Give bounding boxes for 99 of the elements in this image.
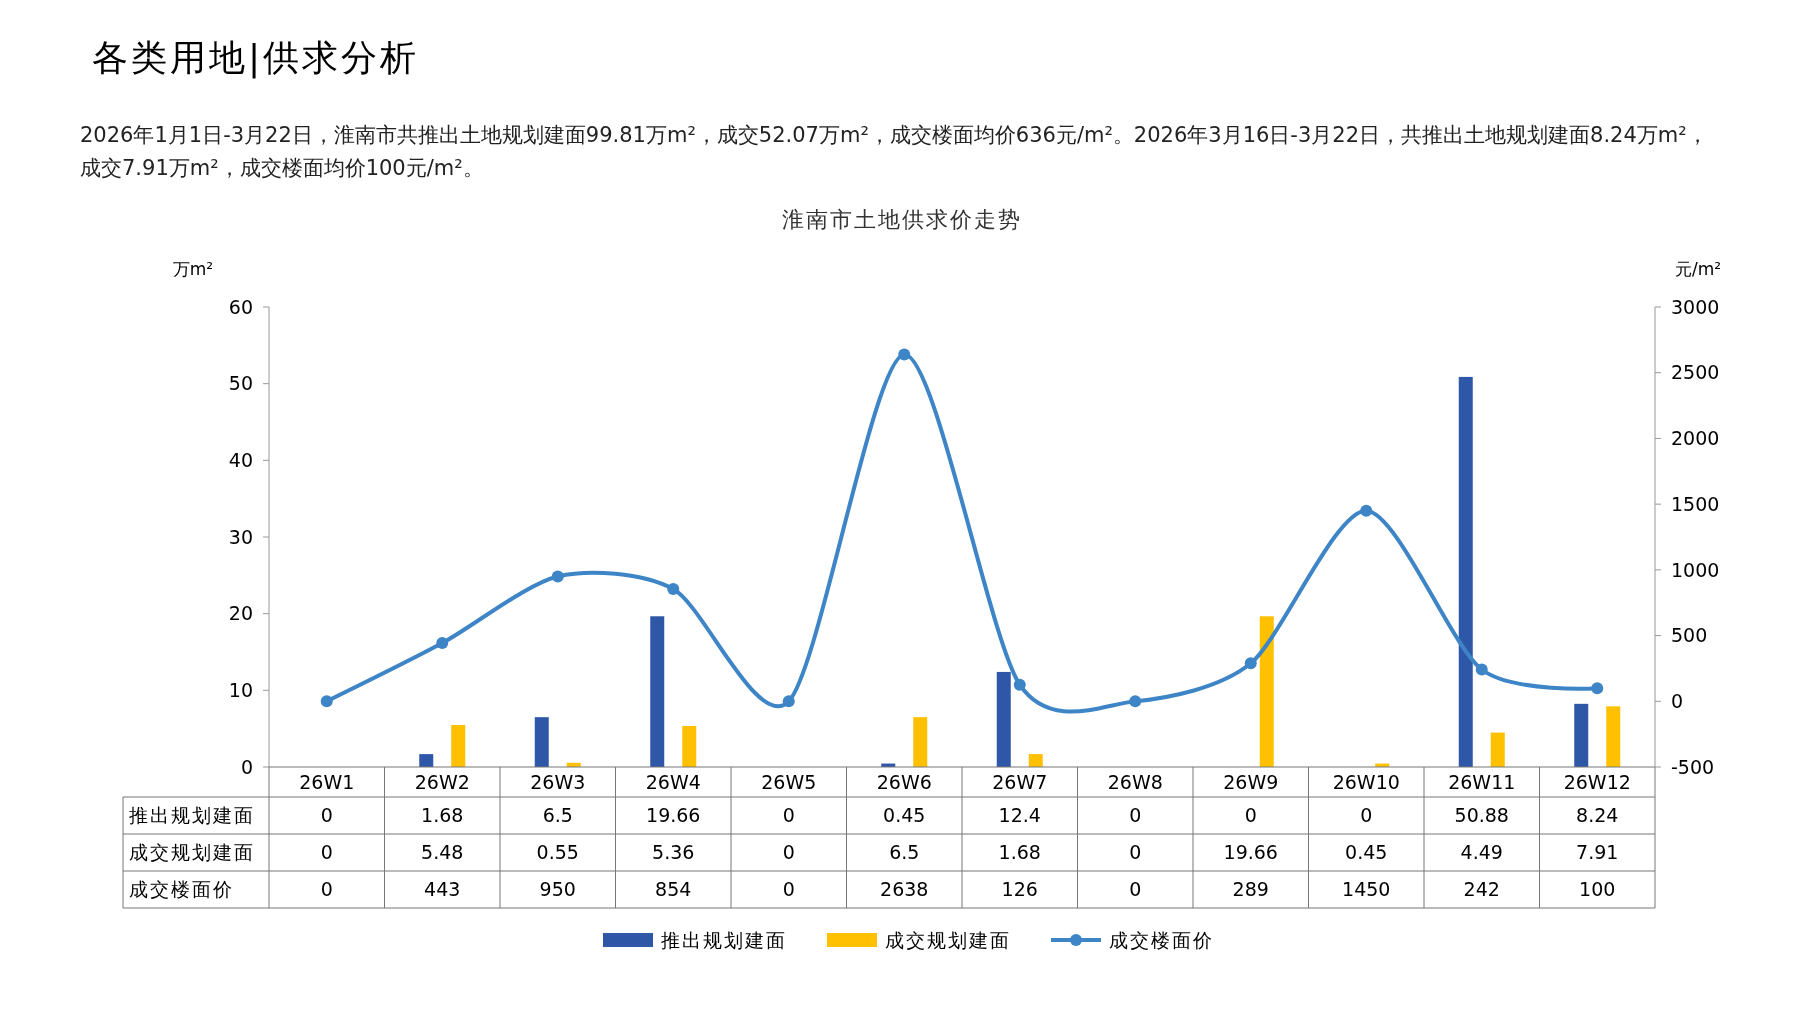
data-label: 0 bbox=[1129, 878, 1142, 901]
x-tick-label: 26W2 bbox=[414, 770, 470, 793]
x-tick-label: 26W9 bbox=[1223, 770, 1279, 793]
y-tick-label: 30 bbox=[228, 525, 253, 548]
data-label: 19.66 bbox=[646, 804, 701, 827]
y2-tick-label: -500 bbox=[1671, 755, 1715, 778]
y-tick-label: 10 bbox=[228, 678, 253, 701]
y-tick-label: 0 bbox=[240, 755, 253, 778]
data-label: 126 bbox=[1001, 878, 1038, 901]
bar bbox=[1606, 706, 1621, 767]
x-tick-label: 26W5 bbox=[761, 770, 817, 793]
bar bbox=[1490, 732, 1505, 767]
data-label: 19.66 bbox=[1223, 841, 1278, 864]
legend-label: 成交规划建面 bbox=[885, 928, 1011, 951]
y2-tick-label: 1000 bbox=[1671, 558, 1720, 581]
data-label: 242 bbox=[1463, 878, 1500, 901]
data-label: 6.5 bbox=[889, 841, 920, 864]
bar bbox=[1028, 754, 1043, 767]
y-tick-label: 50 bbox=[228, 372, 253, 395]
data-label: 5.48 bbox=[421, 841, 464, 864]
point bbox=[551, 570, 564, 583]
bar bbox=[1574, 703, 1589, 767]
point bbox=[320, 695, 333, 708]
x-tick-label: 26W7 bbox=[992, 770, 1048, 793]
data-label: 0 bbox=[320, 804, 333, 827]
bar bbox=[682, 725, 697, 767]
data-label: 0 bbox=[1360, 804, 1373, 827]
data-label: 0 bbox=[782, 841, 795, 864]
data-label: 12.4 bbox=[998, 804, 1041, 827]
data-label: 0 bbox=[320, 841, 333, 864]
data-label: 0 bbox=[782, 878, 795, 901]
bar bbox=[1458, 376, 1473, 767]
data-label: 6.5 bbox=[542, 804, 573, 827]
x-tick-label: 26W11 bbox=[1448, 770, 1516, 793]
bar bbox=[534, 717, 549, 767]
point bbox=[1591, 682, 1604, 695]
data-label: 2638 bbox=[880, 878, 929, 901]
point bbox=[1129, 695, 1142, 708]
text: 成交楼面价 bbox=[129, 878, 234, 901]
text: 成交规划建面 bbox=[129, 841, 255, 864]
y2-tick-label: 500 bbox=[1671, 624, 1708, 647]
data-label: 100 bbox=[1579, 878, 1616, 901]
point bbox=[898, 348, 911, 361]
y-tick-label: 20 bbox=[228, 602, 253, 625]
legend-label: 成交楼面价 bbox=[1109, 928, 1214, 951]
y-tick-label: 40 bbox=[228, 448, 253, 471]
data-label: 1.68 bbox=[421, 804, 464, 827]
data-label: 1450 bbox=[1342, 878, 1391, 901]
data-label: 0 bbox=[1244, 804, 1257, 827]
chart-subtitle: 2026年1月1日-3月22日，淮南市共推出土地规划建面99.81万m²，成交52.07万m²，成交楼面均价636元/m²。2026年3月16日-3月22日，共推出土地规划建面8.24万m²，成交7.91万m²，成交楼面均价100元/m²。 bbox=[80, 122, 1709, 182]
point bbox=[782, 695, 795, 708]
x-tick-label: 26W1 bbox=[299, 770, 355, 793]
chart-title: 各类用地|供求分析 bbox=[91, 36, 421, 81]
y2-tick-label: 0 bbox=[1671, 689, 1684, 712]
y2-tick-label: 3000 bbox=[1671, 295, 1720, 318]
point bbox=[1013, 678, 1026, 691]
bar bbox=[451, 724, 466, 767]
x-tick-label: 26W8 bbox=[1107, 770, 1163, 793]
y-axis-title: 万m² bbox=[172, 259, 214, 279]
y2-axis-title: 元/m² bbox=[1674, 259, 1722, 279]
data-label: 5.36 bbox=[652, 841, 695, 864]
bar bbox=[1259, 616, 1274, 767]
point bbox=[1360, 504, 1373, 517]
point bbox=[1244, 657, 1257, 670]
data-label: 854 bbox=[655, 878, 692, 901]
data-label: 0 bbox=[782, 804, 795, 827]
legend-label: 推出规划建面 bbox=[661, 928, 787, 951]
data-label: 0 bbox=[1129, 841, 1142, 864]
text: 推出规划建面 bbox=[129, 804, 255, 827]
point bbox=[1475, 663, 1488, 676]
data-label: 443 bbox=[424, 878, 461, 901]
y2-tick-label: 2000 bbox=[1671, 427, 1720, 450]
data-label: 1.68 bbox=[998, 841, 1041, 864]
bar bbox=[419, 754, 434, 767]
text: 淮南市土地供求价走势 bbox=[782, 207, 1022, 232]
data-label: 0 bbox=[320, 878, 333, 901]
data-label: 289 bbox=[1232, 878, 1269, 901]
point bbox=[436, 637, 449, 650]
x-tick-label: 26W6 bbox=[876, 770, 932, 793]
y2-tick-label: 1500 bbox=[1671, 492, 1720, 515]
data-label: 7.91 bbox=[1576, 841, 1619, 864]
data-label: 0.55 bbox=[536, 841, 579, 864]
x-tick-label: 26W12 bbox=[1563, 770, 1631, 793]
x-tick-label: 26W4 bbox=[645, 770, 701, 793]
point bbox=[667, 583, 680, 596]
data-label: 0.45 bbox=[883, 804, 926, 827]
x-tick-label: 26W3 bbox=[530, 770, 586, 793]
data-label: 0 bbox=[1129, 804, 1142, 827]
x-tick-label: 26W10 bbox=[1332, 770, 1400, 793]
y2-tick-label: 2500 bbox=[1671, 361, 1720, 384]
data-label: 0.45 bbox=[1345, 841, 1388, 864]
bar bbox=[913, 717, 928, 767]
bar bbox=[650, 616, 665, 767]
data-label: 8.24 bbox=[1576, 804, 1619, 827]
data-label: 4.49 bbox=[1460, 841, 1503, 864]
data-label: 50.88 bbox=[1454, 804, 1509, 827]
bar bbox=[996, 671, 1011, 767]
y-tick-label: 60 bbox=[228, 295, 253, 318]
data-label: 950 bbox=[539, 878, 576, 901]
